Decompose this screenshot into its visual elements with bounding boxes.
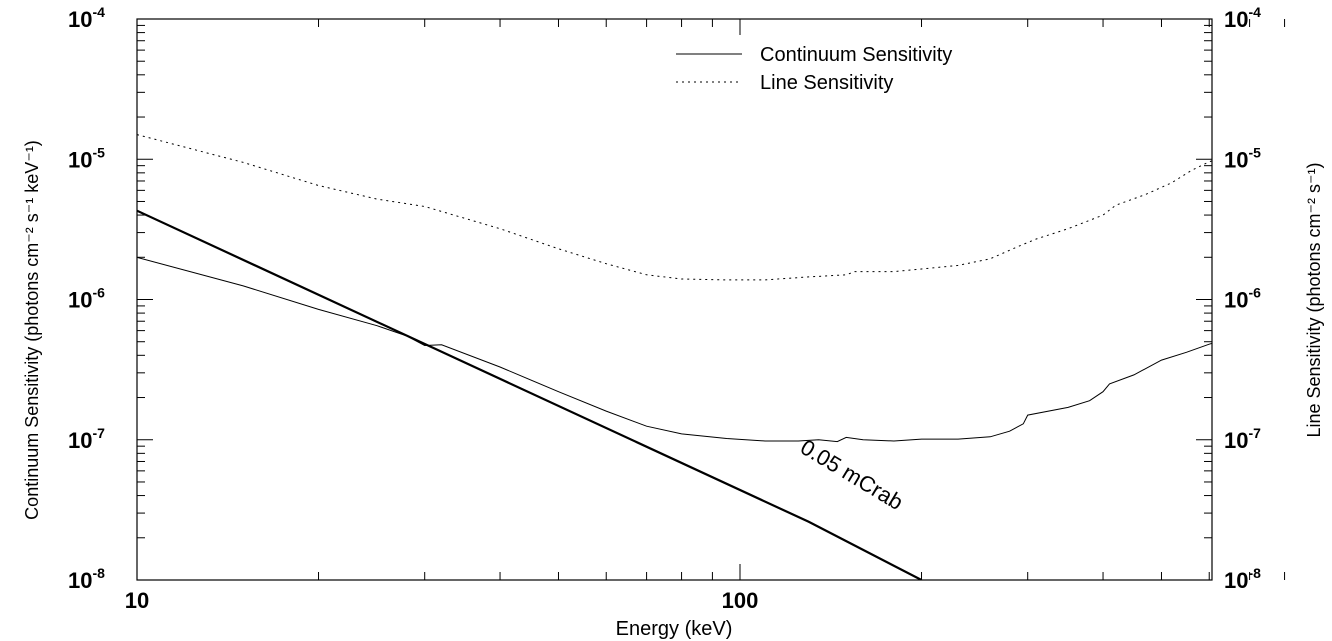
y-tick-label-right: 10-5 [1224, 144, 1261, 172]
y-tick-label-right: 10-7 [1224, 425, 1261, 453]
continuum-sensitivity-line [137, 256, 1212, 443]
y-tick-label-left: 10-7 [68, 425, 105, 453]
y-tick-label-left: 10-8 [68, 565, 105, 593]
axis-titles: Energy (keV) Continuum Sensitivity (photo… [22, 140, 1324, 640]
y-tick-label-right: 10-4 [1224, 4, 1261, 32]
x-tick-label: 10 [125, 588, 149, 613]
y-axis-title-left: Continuum Sensitivity (photons cm⁻² s⁻¹ … [22, 140, 42, 520]
line-sensitivity-line [137, 134, 1212, 281]
y-tick-label-left: 10-6 [68, 285, 105, 313]
axis-ticks [136, 18, 1286, 581]
x-axis-title: Energy (keV) [616, 618, 733, 640]
y-tick-label-right: 10-8 [1224, 565, 1261, 593]
y-tick-label-left: 10-4 [68, 4, 105, 32]
series-lines [137, 134, 1212, 580]
y-tick-label-left: 10-5 [68, 144, 105, 172]
legend: Continuum Sensitivity Line Sensitivity [676, 44, 952, 94]
plot-area [136, 18, 1213, 581]
annotations: 0.05 mCrab [796, 434, 907, 515]
0-05-mcrab-line [137, 209, 923, 580]
legend-label: Line Sensitivity [760, 72, 893, 94]
y-axis-title-right: Line Sensitivity (photons cm⁻² s⁻¹) [1304, 162, 1324, 437]
x-tick-label: 100 [722, 588, 759, 613]
y-tick-label-right: 10-6 [1224, 285, 1261, 313]
legend-label: Continuum Sensitivity [760, 44, 952, 66]
tick-labels: 10 100 10-8 10-8 10-7 10-7 10-6 10-6 10-5 10-5 10-… [68, 4, 1261, 613]
mcrab-annotation: 0.05 mCrab [796, 434, 907, 515]
plot-border [136, 18, 1213, 581]
